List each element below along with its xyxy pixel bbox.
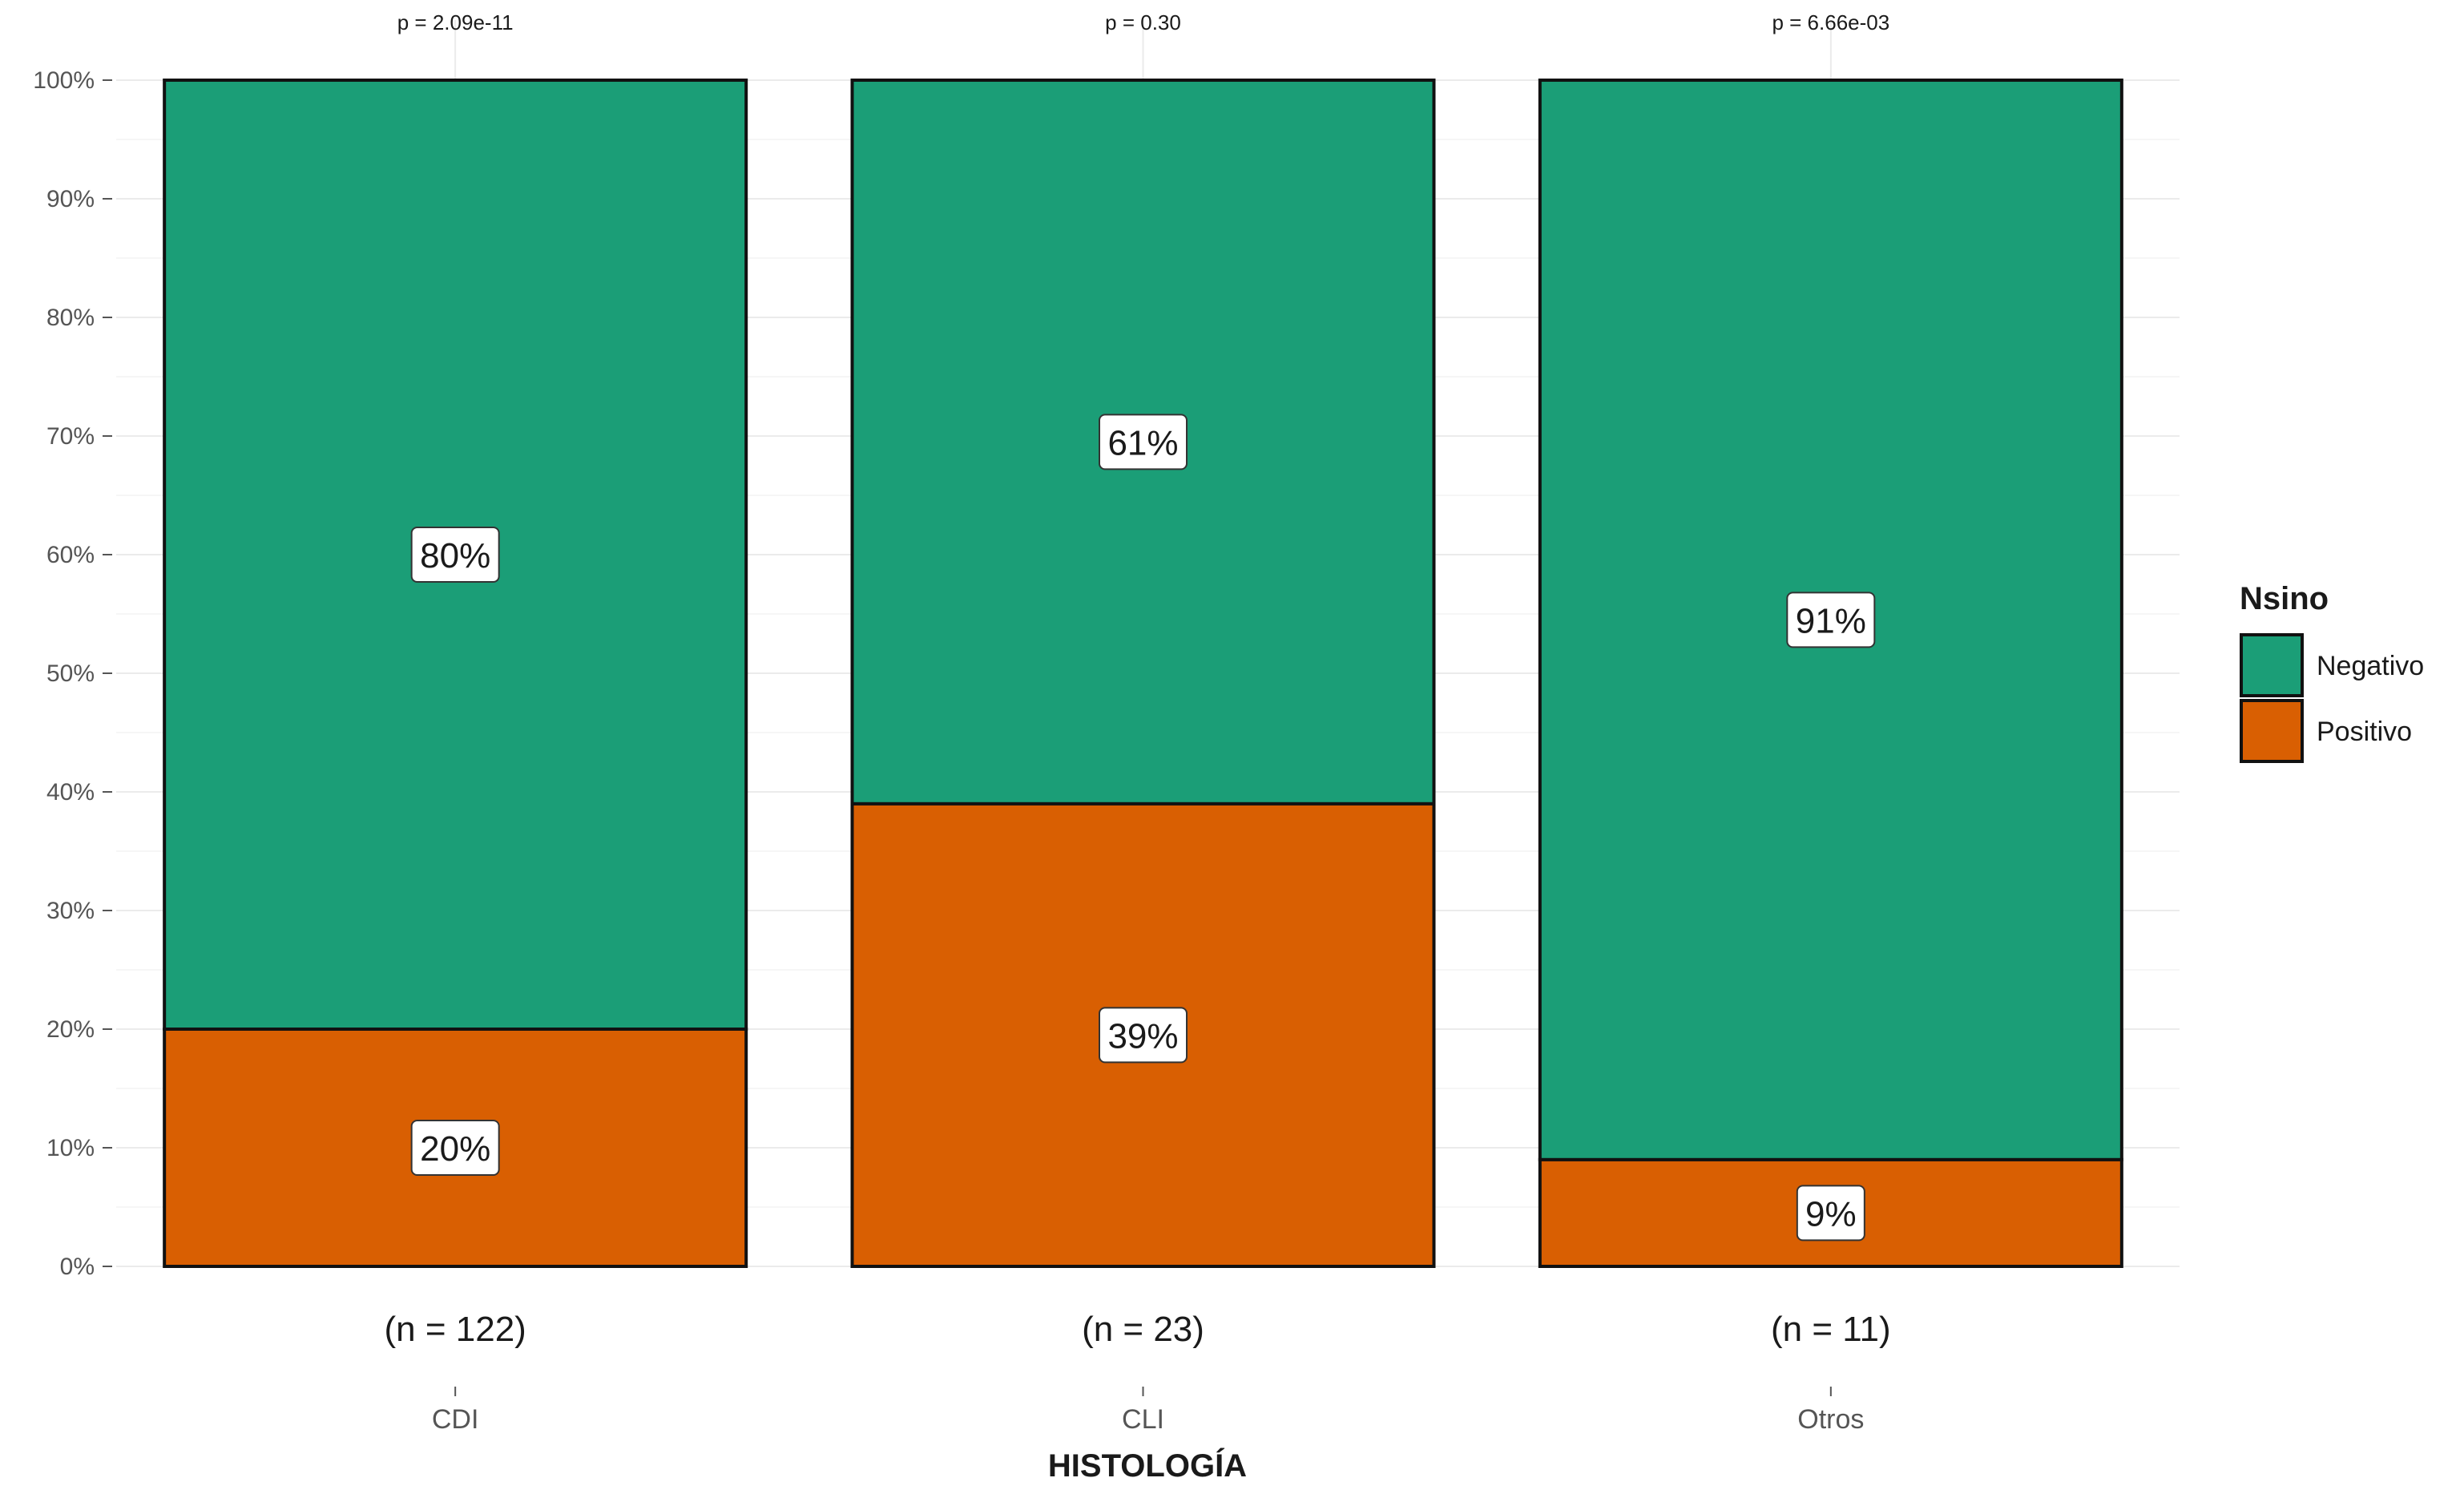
y-tick-label: 90% <box>46 186 95 212</box>
x-tick-label: Otros <box>1797 1404 1864 1435</box>
data-label-text: 20% <box>420 1129 490 1169</box>
data-label: 39% <box>1099 1007 1188 1064</box>
legend-swatch <box>2240 699 2304 763</box>
legend-swatch <box>2240 633 2304 697</box>
n-count-label: (n = 23) <box>1082 1310 1204 1349</box>
y-tick-label: 70% <box>46 423 95 450</box>
legend-label: Positivo <box>2317 717 2412 747</box>
n-count-label: (n = 11) <box>1771 1310 1891 1349</box>
bars <box>163 79 2123 1269</box>
data-label-text: 39% <box>1107 1016 1178 1056</box>
data-label: 20% <box>410 1120 500 1176</box>
data-labels: 20% 80% 39% 61% 9% 91% <box>410 414 1876 1242</box>
data-label-box <box>1796 1185 1865 1242</box>
data-label: 91% <box>1786 592 1876 648</box>
data-label: 9% <box>1796 1185 1865 1242</box>
data-label-box <box>1786 592 1876 648</box>
data-label-box <box>410 1120 500 1176</box>
data-label-text: 80% <box>420 536 490 575</box>
n-count-label: (n = 122) <box>384 1310 526 1349</box>
x-axis-title: HISTOLOGÍA <box>1048 1448 1247 1484</box>
y-tick-label: 20% <box>46 1016 95 1043</box>
x-tick-label: CLI <box>1122 1404 1164 1435</box>
y-axis: 0% 10% 20% 30% 40% 50% 60% 70% 80% 90% 100% <box>33 67 112 1280</box>
legend-title: Nsino <box>2240 581 2329 616</box>
y-tick-label: 80% <box>46 305 95 331</box>
y-tick-label: 30% <box>46 898 95 924</box>
y-tick-label: 50% <box>46 660 95 687</box>
data-label-text: 91% <box>1796 601 1866 640</box>
y-tick-label: 60% <box>46 542 95 568</box>
y-tick-label: 100% <box>33 67 95 94</box>
data-label: 61% <box>1099 414 1188 470</box>
x-tick-label: CDI <box>432 1404 479 1435</box>
p-value-label: p = 2.09e-11 <box>397 10 514 34</box>
data-label-box <box>410 527 500 583</box>
legend: Nsino Negativo Positivo <box>2240 581 2424 763</box>
legend-label: Negativo <box>2317 651 2424 681</box>
data-label: 80% <box>410 527 500 583</box>
legend-item-positivo: Positivo <box>2240 699 2412 763</box>
data-label-text: 9% <box>1805 1194 1857 1234</box>
x-axis: p = 2.09e-11 (n = 122) CDI p = 0.30 (n = 23)… <box>384 10 1890 1435</box>
data-label-box <box>1099 1007 1188 1064</box>
y-tick-label: 10% <box>46 1135 95 1161</box>
data-label-box <box>1099 414 1188 470</box>
p-value-label: p = 0.30 <box>1105 10 1181 34</box>
data-label-text: 61% <box>1107 423 1178 462</box>
y-tick-label: 40% <box>46 779 95 806</box>
y-tick-label: 0% <box>60 1254 95 1280</box>
p-value-label: p = 6.66e-03 <box>1772 10 1889 34</box>
legend-item-negativo: Negativo <box>2240 633 2424 697</box>
